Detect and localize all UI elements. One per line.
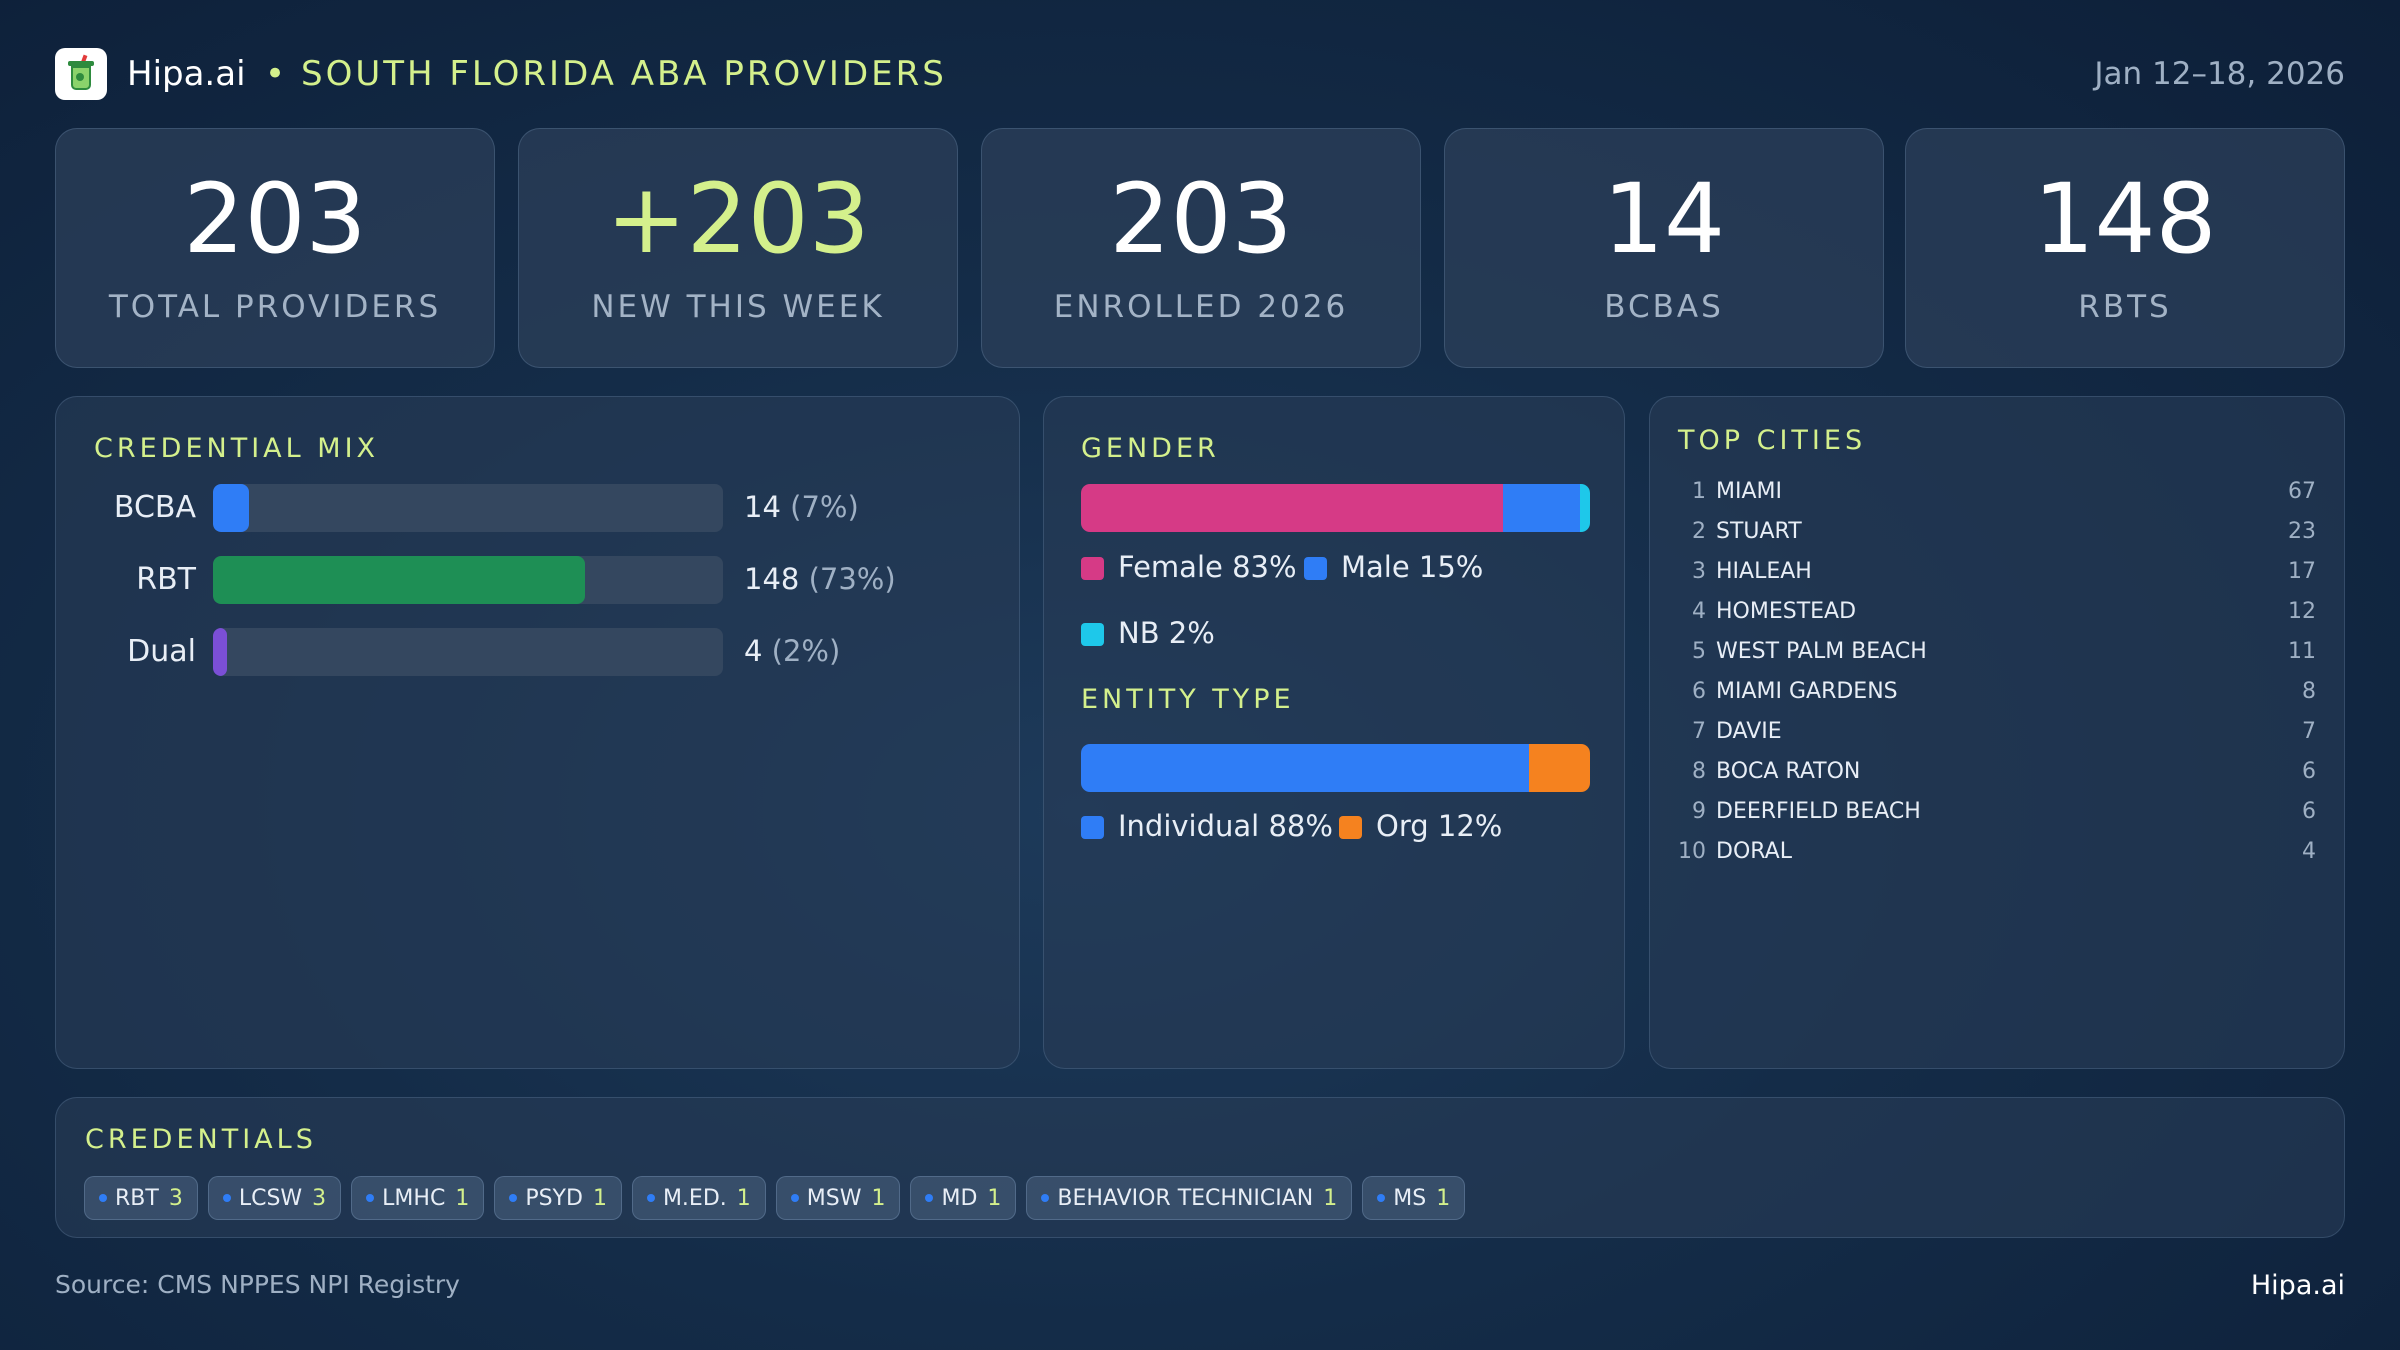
kpi-value: 148 — [2033, 163, 2217, 275]
credential-chip-psyd[interactable]: PSYD 1 — [494, 1176, 622, 1220]
list-item: 1 MIAMI 67 — [1692, 479, 2316, 504]
kpi-card-total-providers: 203 TOTAL PROVIDERS — [55, 128, 495, 368]
dot-icon — [366, 1194, 375, 1202]
kpi-card-rbts: 148 RBTS — [1905, 128, 2345, 368]
credential-chip-rbt[interactable]: RBT 3 — [84, 1176, 198, 1220]
list-item: 10 DORAL 4 — [1678, 839, 2316, 864]
list-item: 2 STUART 23 — [1692, 519, 2316, 544]
dot-icon — [646, 1194, 655, 1202]
header: Hipa.ai • SOUTH FLORIDA ABA PROVIDERS Ja… — [55, 46, 2345, 102]
legend-male: Male 15% — [1304, 550, 1483, 584]
credential-name: RBT — [136, 562, 196, 597]
credential-bar-track — [213, 484, 723, 532]
credential-chips: RBT 3 LCSW 3 LMHC 1 PSYD 1 M.ED. 1 MSW 1 MD 1 B… — [84, 1176, 1466, 1220]
credential-row-rbt: RBT 148 (73%) — [56, 556, 1016, 606]
list-item: 6 MIAMI GARDENS 8 — [1692, 679, 2316, 704]
entity-segment-individual — [1081, 744, 1529, 792]
kpi-card-new-this-week: +203 NEW THIS WEEK — [518, 128, 958, 368]
kpi-label: BCBAS — [1604, 289, 1724, 325]
footer-source: Source: CMS NPPES NPI Registry — [55, 1270, 460, 1299]
kpi-label: NEW THIS WEEK — [591, 289, 885, 325]
gender-segment-male — [1503, 484, 1580, 532]
credential-bar-track — [213, 628, 723, 676]
credential-chip-md[interactable]: MD 1 — [910, 1176, 1017, 1220]
credential-value: 14 (7%) — [744, 490, 859, 524]
dot-icon — [1377, 1194, 1386, 1202]
top-cities-title: TOP CITIES — [1678, 425, 1867, 456]
credential-chip-ms[interactable]: MS 1 — [1362, 1176, 1466, 1220]
list-item: 5 WEST PALM BEACH 11 — [1692, 639, 2316, 664]
dot-icon — [790, 1194, 799, 1202]
credential-mix-title: CREDENTIAL MIX — [94, 433, 380, 464]
hipa-logo-icon — [55, 48, 107, 100]
gender-title: GENDER — [1081, 433, 1220, 464]
credential-name: BCBA — [113, 490, 196, 525]
legend-female: Female 83% — [1081, 550, 1297, 584]
gender-stacked-bar — [1081, 484, 1590, 532]
dot-icon — [99, 1194, 107, 1202]
gender-segment-nb — [1579, 484, 1590, 532]
legend-individual: Individual 88% — [1081, 809, 1333, 843]
kpi-card-enrolled-2026: 203 ENROLLED 2026 — [981, 128, 1421, 368]
kpi-value: 14 — [1602, 163, 1726, 275]
legend-org: Org 12% — [1339, 809, 1502, 843]
credential-chip-behavior-technician[interactable]: BEHAVIOR TECHNICIAN 1 — [1026, 1176, 1353, 1220]
credential-bar-fill — [213, 628, 227, 676]
dot-icon — [1041, 1194, 1050, 1202]
kpi-label: RBTS — [2078, 289, 2172, 325]
page-title: SOUTH FLORIDA ABA PROVIDERS — [301, 54, 947, 94]
kpi-value: +203 — [606, 163, 870, 275]
list-item: 4 HOMESTEAD 12 — [1692, 599, 2316, 624]
date-range: Jan 12–18, 2026 — [2094, 56, 2345, 92]
footer-brand: Hipa.ai — [2250, 1270, 2345, 1301]
legend-swatch — [1081, 816, 1104, 839]
kpi-value: 203 — [1109, 163, 1293, 275]
kpi-row: 203 TOTAL PROVIDERS +203 NEW THIS WEEK 2… — [55, 128, 2345, 368]
credential-chip-lmhc[interactable]: LMHC 1 — [351, 1176, 485, 1220]
brand-name: Hipa.ai — [127, 54, 246, 94]
list-item: 3 HIALEAH 17 — [1692, 559, 2316, 584]
kpi-label: TOTAL PROVIDERS — [108, 289, 442, 325]
legend-swatch — [1304, 557, 1327, 580]
top-cities-panel: TOP CITIES 1 MIAMI 67 2 STUART 23 3 HIALEAH 17… — [1649, 396, 2345, 1069]
dot-icon — [925, 1194, 934, 1202]
credential-chip-lcsw[interactable]: LCSW 3 — [207, 1176, 342, 1220]
entity-type-stacked-bar — [1081, 744, 1590, 792]
credential-row-bcba: BCBA 14 (7%) — [56, 484, 1016, 534]
kpi-card-bcbas: 14 BCBAS — [1444, 128, 1884, 368]
gender-segment-female — [1081, 484, 1504, 532]
list-item: 8 BOCA RATON 6 — [1692, 759, 2316, 784]
dot-icon — [222, 1194, 231, 1202]
credential-mix-panel: CREDENTIAL MIX BCBA 14 (7%) RBT 148 (73%… — [55, 396, 1020, 1069]
credential-chip-msw[interactable]: MSW 1 — [775, 1176, 901, 1220]
legend-swatch — [1081, 557, 1104, 580]
gender-entity-panel: GENDER Female 83% Male 15% NB 2% ENTITY … — [1043, 396, 1625, 1069]
credential-bar-track — [213, 556, 723, 604]
credential-value: 148 (73%) — [744, 562, 896, 596]
title-separator: • — [265, 54, 286, 94]
kpi-label: ENROLLED 2026 — [1053, 289, 1349, 325]
legend-swatch — [1339, 816, 1362, 839]
entity-segment-org — [1528, 744, 1590, 792]
list-item: 7 DAVIE 7 — [1692, 719, 2316, 744]
entity-type-title: ENTITY TYPE — [1081, 684, 1295, 715]
credential-bar-fill — [213, 556, 586, 604]
list-item: 9 DEERFIELD BEACH 6 — [1692, 799, 2316, 824]
legend-swatch — [1081, 623, 1104, 646]
credential-row-dual: Dual 4 (2%) — [56, 628, 1016, 678]
credential-value: 4 (2%) — [744, 634, 841, 668]
credentials-title: CREDENTIALS — [85, 1124, 317, 1155]
credential-chip-med[interactable]: M.ED. 1 — [631, 1176, 766, 1220]
legend-nb: NB 2% — [1081, 616, 1215, 650]
credential-bar-fill — [213, 484, 249, 532]
kpi-value: 203 — [183, 163, 367, 275]
credential-name: Dual — [127, 634, 196, 669]
credentials-panel: CREDENTIALS RBT 3 LCSW 3 LMHC 1 PSYD 1 M.ED.… — [55, 1097, 2345, 1238]
dot-icon — [509, 1194, 518, 1202]
